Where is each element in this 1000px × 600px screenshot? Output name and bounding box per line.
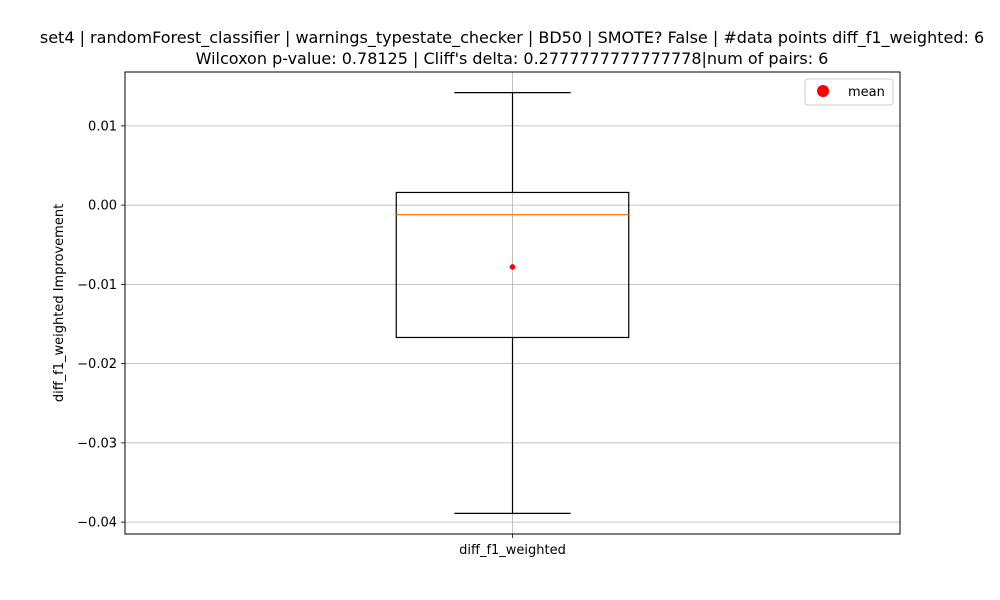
x-axis-ticks: diff_f1_weighted [459, 534, 566, 558]
y-tick-label: 0.01 [88, 119, 117, 134]
chart-title-line1: set4 | randomForest_classifier | warning… [40, 28, 984, 48]
legend-mean-marker [817, 85, 829, 97]
box-layer [395, 92, 630, 514]
x-tick-label: diff_f1_weighted [459, 543, 566, 558]
legend: mean [804, 78, 894, 106]
legend-frame [804, 78, 894, 106]
mean-marker [509, 264, 516, 270]
y-axis-label: diff_f1_weighted Improvement [52, 204, 67, 402]
y-tick-label: −0.04 [77, 516, 117, 531]
chart-title-line2: Wilcoxon p-value: 0.78125 | Cliff's delt… [196, 49, 829, 68]
y-axis-ticks: 0.01 0.00 −0.01 −0.02 −0.03 −0.04 [77, 119, 125, 531]
y-tick-label: 0.00 [88, 199, 117, 214]
box-iqr [395, 191, 630, 339]
y-tick-label: −0.03 [77, 436, 117, 451]
y-tick-label: −0.02 [77, 357, 117, 372]
y-tick-label: −0.01 [77, 278, 117, 293]
legend-label-mean: mean [848, 85, 885, 100]
